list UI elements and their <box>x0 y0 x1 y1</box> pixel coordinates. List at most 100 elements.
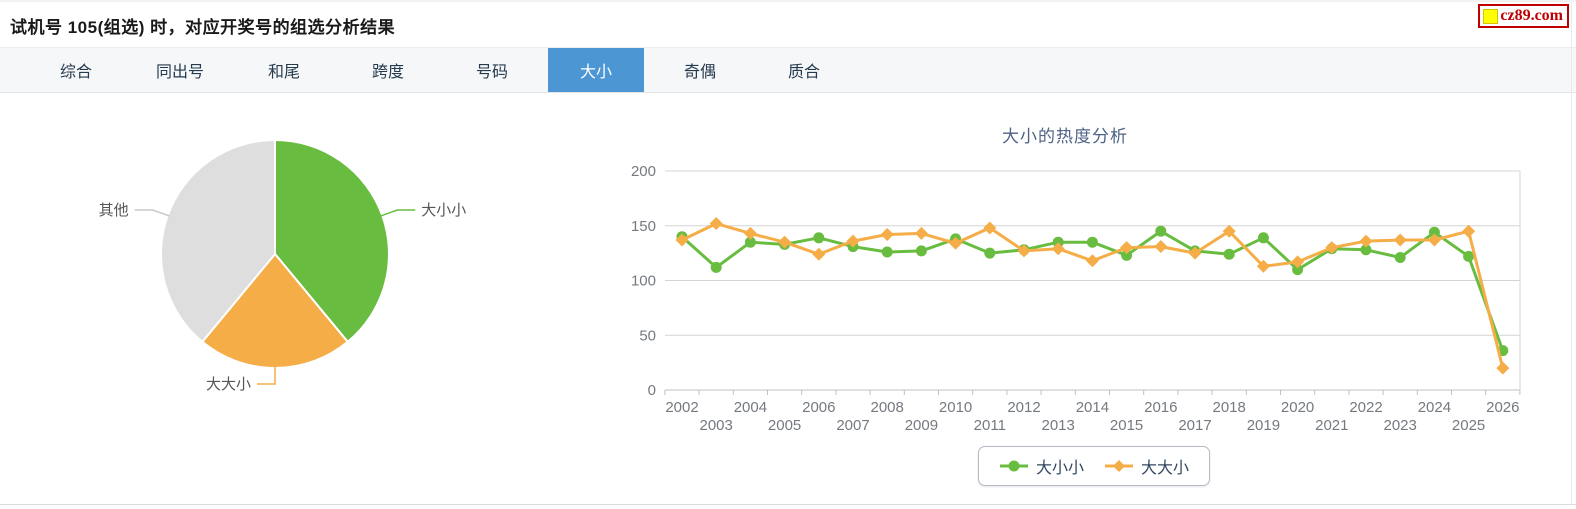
circle-marker-icon <box>1000 460 1028 472</box>
x-tick-label: 2006 <box>802 399 835 416</box>
x-tick-label: 2017 <box>1178 417 1211 434</box>
data-point-diamond[interactable] <box>1359 234 1373 248</box>
data-point-circle[interactable] <box>1086 236 1098 248</box>
data-point-diamond[interactable] <box>1256 259 1270 273</box>
x-tick-label: 2012 <box>1007 399 1040 416</box>
data-point-diamond[interactable] <box>743 226 757 240</box>
data-point-diamond[interactable] <box>1291 255 1305 269</box>
data-point-diamond[interactable] <box>1051 242 1065 256</box>
y-tick-label: 200 <box>631 163 656 180</box>
tab-tongchuhao[interactable]: 同出号 <box>155 64 204 81</box>
x-tick-label: 2008 <box>871 399 904 416</box>
data-point-diamond[interactable] <box>675 233 689 247</box>
data-point-circle[interactable] <box>744 236 756 248</box>
data-point-circle[interactable] <box>1257 232 1269 244</box>
tab-haoma[interactable]: 号码 <box>475 64 508 81</box>
data-point-circle[interactable] <box>1360 244 1372 256</box>
pie-label-1: 大大小 <box>206 376 251 393</box>
data-point-circle[interactable] <box>1052 236 1064 248</box>
x-tick-label: 2010 <box>939 399 972 416</box>
data-point-circle[interactable] <box>813 232 825 244</box>
x-tick-label: 2018 <box>1213 399 1246 416</box>
data-point-diamond[interactable] <box>1325 241 1339 255</box>
x-tick-label: 2011 <box>974 417 1006 434</box>
data-point-diamond[interactable] <box>1462 224 1476 238</box>
tab-bar: 综合 同出号 和尾 跨度 号码 大小 奇偶 质合 <box>0 48 1576 93</box>
data-point-circle[interactable] <box>984 247 996 259</box>
tab-kuadu[interactable]: 跨度 <box>371 64 404 81</box>
page-title: 试机号 105(组选) 时，对应开奖号的组选分析结果 <box>10 18 396 37</box>
data-point-diamond[interactable] <box>1427 233 1441 247</box>
data-point-circle[interactable] <box>1292 264 1304 276</box>
x-tick-label: 2019 <box>1247 417 1280 434</box>
pie-label-0: 大小小 <box>421 202 466 219</box>
data-point-diamond[interactable] <box>914 226 928 240</box>
x-tick-label: 2015 <box>1110 417 1143 434</box>
x-tick-label: 2024 <box>1418 399 1451 416</box>
data-point-diamond[interactable] <box>880 228 894 242</box>
y-tick-label: 150 <box>631 218 656 235</box>
data-point-circle[interactable] <box>1155 225 1167 237</box>
data-point-diamond[interactable] <box>983 221 997 235</box>
data-point-diamond[interactable] <box>1085 254 1099 268</box>
data-point-diamond[interactable] <box>846 234 860 248</box>
logo-yellow-square-icon <box>1483 8 1499 24</box>
y-tick-label: 50 <box>639 327 656 344</box>
chart-legend: 大小小 大大小 <box>978 446 1211 486</box>
data-point-circle[interactable] <box>915 245 927 257</box>
data-point-circle[interactable] <box>1428 226 1440 238</box>
tab-zonghe[interactable]: 综合 <box>59 64 92 81</box>
logo-text: cz89.com <box>1500 7 1563 24</box>
x-tick-label: 2009 <box>905 417 938 434</box>
x-tick-label: 2004 <box>734 399 767 416</box>
data-point-diamond[interactable] <box>1120 241 1134 255</box>
data-point-diamond[interactable] <box>1393 233 1407 247</box>
pie-label-2: 其他 <box>99 202 129 219</box>
tab-qiou[interactable]: 奇偶 <box>683 64 716 81</box>
x-tick-label: 2026 <box>1486 399 1519 416</box>
data-point-diamond[interactable] <box>1222 224 1236 238</box>
pie-leader-line-0 <box>380 209 416 217</box>
x-tick-label: 2016 <box>1144 399 1177 416</box>
data-point-diamond[interactable] <box>1496 361 1510 375</box>
bottom-divider <box>0 504 1576 505</box>
right-divider <box>1571 2 1572 504</box>
pie-leader-line-1 <box>257 366 276 385</box>
data-point-diamond[interactable] <box>1154 240 1168 254</box>
legend-item-0[interactable]: 大小小 <box>999 454 1084 478</box>
data-point-circle[interactable] <box>1463 250 1475 262</box>
data-point-diamond[interactable] <box>1017 244 1031 258</box>
data-point-diamond[interactable] <box>812 247 826 261</box>
data-point-circle[interactable] <box>1394 252 1406 263</box>
x-tick-label: 2021 <box>1315 417 1348 434</box>
x-tick-label: 2013 <box>1042 417 1075 434</box>
y-tick-label: 100 <box>631 273 656 290</box>
x-tick-label: 2002 <box>665 399 698 416</box>
data-point-diamond[interactable] <box>709 217 723 231</box>
tab-hewei[interactable]: 和尾 <box>267 64 300 81</box>
data-point-diamond[interactable] <box>949 236 963 250</box>
tab-daxiao[interactable]: 大小 <box>548 48 644 92</box>
data-point-circle[interactable] <box>710 261 722 273</box>
x-tick-label: 2014 <box>1076 399 1109 416</box>
x-tick-label: 2005 <box>768 417 801 434</box>
data-point-diamond[interactable] <box>778 235 792 249</box>
site-logo[interactable]: cz89.com <box>1478 4 1569 28</box>
data-point-diamond[interactable] <box>1188 246 1202 260</box>
x-tick-label: 2022 <box>1349 399 1382 416</box>
data-point-circle[interactable] <box>1121 249 1133 261</box>
data-point-circle[interactable] <box>1223 248 1235 260</box>
line-chart-title: 大小的热度分析 <box>1002 127 1128 146</box>
x-tick-label: 2007 <box>836 417 869 434</box>
legend-item-1[interactable]: 大大小 <box>1104 454 1189 478</box>
data-point-circle[interactable] <box>881 246 893 258</box>
legend-label-0: 大小小 <box>1036 460 1085 477</box>
tab-zhihe[interactable]: 质合 <box>787 64 820 81</box>
pie-leader-line-2 <box>134 209 170 217</box>
x-tick-label: 2023 <box>1384 417 1417 434</box>
x-tick-label: 2003 <box>700 417 733 434</box>
diamond-marker-icon <box>1105 460 1134 472</box>
x-tick-label: 2020 <box>1281 399 1314 416</box>
